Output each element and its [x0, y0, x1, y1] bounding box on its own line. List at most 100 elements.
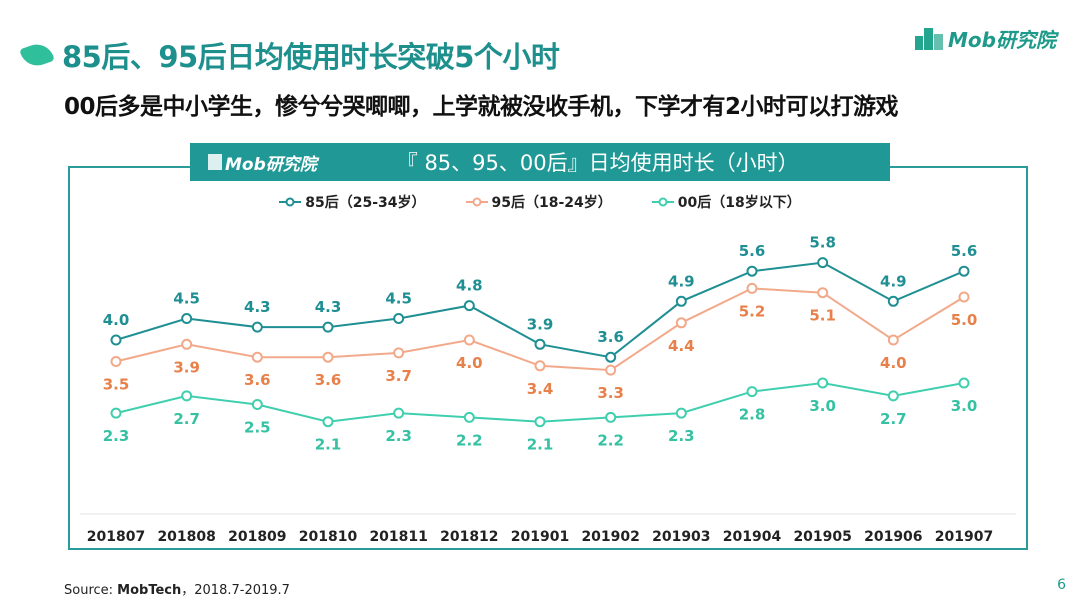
- data-point: [887, 334, 899, 346]
- data-label: 2.2: [597, 431, 624, 449]
- x-tick-label: 201808: [157, 529, 215, 545]
- source-name: MobTech: [117, 583, 182, 598]
- data-label: 2.2: [456, 431, 483, 449]
- data-label: 5.0: [951, 311, 978, 329]
- data-label: 5.6: [739, 242, 766, 260]
- data-point: [534, 360, 546, 372]
- source-note: Source: MobTech，2018.7-2019.7: [64, 579, 290, 598]
- source-label: Source:: [64, 583, 118, 598]
- data-label: 2.3: [103, 427, 130, 445]
- legend-marker-icon: [465, 197, 488, 207]
- x-tick-label: 201903: [652, 529, 710, 545]
- data-point: [181, 390, 193, 402]
- data-label: 5.1: [809, 307, 836, 325]
- data-label: 3.3: [597, 384, 624, 402]
- data-label: 4.5: [385, 290, 412, 308]
- x-tick-label: 201809: [228, 529, 286, 545]
- data-point: [887, 390, 899, 402]
- data-label: 2.3: [668, 427, 695, 445]
- data-label: 5.6: [951, 242, 978, 260]
- data-point: [817, 257, 829, 269]
- data-point: [605, 411, 617, 423]
- data-point: [110, 407, 122, 419]
- logo-building-icon: [208, 154, 222, 170]
- x-tick-label: 201811: [369, 529, 427, 545]
- data-label: 3.0: [809, 397, 836, 415]
- chart-legend: 85后（25-34岁） 95后（18-24岁） 00后（18岁以下）: [0, 192, 1080, 212]
- data-point: [958, 291, 970, 303]
- chart-title: 『 85、95、00后』日均使用时长（小时）: [396, 151, 799, 175]
- data-label: 3.4: [527, 380, 554, 398]
- data-point: [322, 416, 334, 428]
- data-label: 3.9: [527, 315, 554, 333]
- data-label: 4.9: [668, 272, 695, 290]
- legend-marker-icon: [651, 197, 674, 207]
- data-point: [393, 407, 405, 419]
- data-label: 3.0: [951, 397, 978, 415]
- x-tick-label: 201901: [511, 529, 569, 545]
- data-label: 4.0: [880, 354, 907, 372]
- data-point: [463, 300, 475, 312]
- data-point: [251, 399, 263, 410]
- logo-text: Mob研究院: [948, 28, 1056, 52]
- data-point: [887, 295, 899, 307]
- data-label: 2.1: [527, 436, 554, 454]
- data-label: 2.8: [739, 406, 766, 424]
- data-point: [181, 338, 193, 350]
- data-label: 4.5: [173, 290, 200, 308]
- data-label: 3.9: [173, 358, 200, 376]
- x-tick-label: 201810: [299, 529, 358, 545]
- data-point: [393, 313, 405, 324]
- x-tick-label: 201907: [935, 529, 993, 545]
- data-label: 3.6: [244, 371, 271, 389]
- data-point: [393, 347, 405, 359]
- data-label: 4.8: [456, 277, 483, 295]
- legend-item: 85后（25-34岁）: [279, 192, 426, 212]
- logo-building-icon: [915, 27, 945, 50]
- data-point: [675, 407, 687, 419]
- data-point: [817, 377, 829, 389]
- legend-label: 85后（25-34岁）: [305, 195, 426, 211]
- data-label: 2.7: [173, 410, 200, 428]
- data-point: [251, 321, 263, 333]
- data-point: [605, 351, 617, 363]
- data-label: 5.2: [739, 302, 766, 320]
- legend-marker-icon: [279, 197, 302, 207]
- data-label: 3.6: [315, 371, 342, 389]
- banner-logo-text: Mob研究院: [225, 154, 317, 175]
- data-label: 2.5: [244, 419, 271, 437]
- data-point: [605, 364, 617, 376]
- data-label: 4.4: [668, 337, 695, 355]
- data-label: 2.7: [880, 410, 907, 428]
- source-range: ，2018.7-2019.7: [181, 583, 290, 598]
- page-number: 6: [1057, 577, 1066, 593]
- data-label: 4.9: [880, 272, 907, 290]
- data-point: [958, 265, 970, 277]
- data-label: 2.3: [385, 427, 412, 445]
- x-tick-label: 201902: [581, 529, 639, 545]
- x-tick-label: 201906: [864, 529, 922, 545]
- data-point: [675, 317, 687, 329]
- data-label: 3.7: [385, 367, 412, 385]
- data-point: [675, 295, 687, 307]
- data-label: 4.3: [244, 298, 271, 316]
- data-point: [534, 338, 546, 350]
- legend-item: 00后（18岁以下）: [651, 192, 801, 212]
- legend-label: 95后（18-24岁）: [491, 195, 612, 211]
- data-point: [110, 334, 122, 346]
- data-point: [463, 334, 475, 346]
- data-label: 3.5: [103, 376, 130, 394]
- banner-logo: Mob研究院: [208, 150, 317, 175]
- data-point: [181, 313, 193, 324]
- data-point: [110, 356, 122, 367]
- data-point: [958, 377, 970, 389]
- legend-item: 95后（18-24岁）: [465, 192, 612, 212]
- page-subtitle: 00后多是中小学生，惨兮兮哭唧唧，上学就被没收手机，下学才有2小时可以打游戏: [64, 94, 899, 120]
- data-point: [251, 351, 263, 363]
- data-point: [322, 321, 334, 333]
- data-point: [746, 386, 758, 398]
- legend-label: 00后（18岁以下）: [677, 195, 801, 211]
- data-label: 4.0: [103, 311, 130, 329]
- x-tick-label: 201905: [793, 529, 851, 545]
